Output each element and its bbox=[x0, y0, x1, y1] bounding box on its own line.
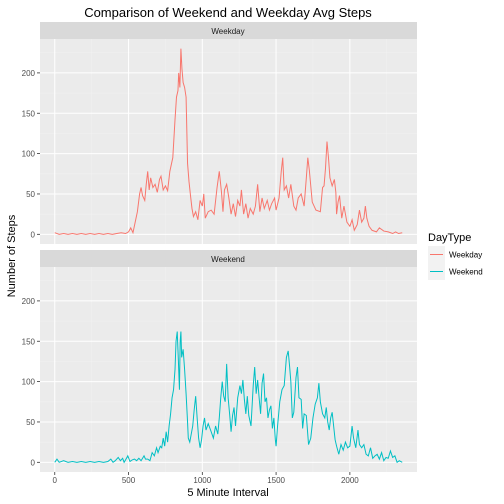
y-tick-label: 0 bbox=[31, 458, 36, 467]
legend-item-weekend: Weekend bbox=[428, 263, 483, 280]
chart-title: Comparison of Weekend and Weekday Avg St… bbox=[84, 5, 372, 20]
x-tick-label: 1000 bbox=[193, 476, 211, 485]
legend-label-weekday: Weekday bbox=[449, 251, 482, 260]
x-axis: 0 500 1000 1500 2000 bbox=[53, 472, 359, 485]
facet-panel-weekday: Weekday bbox=[40, 22, 417, 244]
strip-weekend-label: Weekend bbox=[211, 255, 245, 264]
y-tick-label: 100 bbox=[22, 378, 36, 387]
legend-title: DayType bbox=[428, 232, 471, 244]
weekend-series-line bbox=[54, 331, 403, 464]
x-tick-label: 500 bbox=[122, 476, 136, 485]
y-axis-weekend: 0 50 100 150 200 bbox=[22, 297, 40, 467]
strip-weekend-background bbox=[40, 250, 417, 267]
x-tick-label: 2000 bbox=[341, 476, 359, 485]
x-axis-title: 5 Minute Interval bbox=[187, 487, 268, 499]
weekday-series-line bbox=[54, 48, 403, 235]
y-axis-weekday: 0 50 100 150 200 bbox=[22, 69, 40, 239]
y-tick-label: 200 bbox=[22, 69, 36, 78]
panel-weekend-grid bbox=[40, 267, 417, 472]
y-tick-label: 50 bbox=[26, 190, 35, 199]
y-tick-label: 50 bbox=[26, 418, 35, 427]
y-tick-label: 150 bbox=[22, 337, 36, 346]
panel-weekday-grid bbox=[40, 39, 417, 244]
legend: DayType Weekday Weekend bbox=[428, 232, 483, 280]
y-tick-label: 150 bbox=[22, 109, 36, 118]
y-axis-title: Number of Steps bbox=[6, 214, 18, 297]
y-tick-label: 200 bbox=[22, 297, 36, 306]
x-tick-label: 1500 bbox=[267, 476, 285, 485]
facet-panel-weekend: Weekend bbox=[40, 250, 417, 472]
y-tick-label: 0 bbox=[31, 230, 36, 239]
strip-weekday-label: Weekday bbox=[211, 27, 244, 36]
y-tick-label: 100 bbox=[22, 150, 36, 159]
x-tick-label: 0 bbox=[53, 476, 58, 485]
strip-weekday-background bbox=[40, 22, 417, 39]
legend-label-weekend: Weekend bbox=[449, 268, 483, 277]
panel-weekend-background bbox=[40, 267, 417, 472]
legend-item-weekday: Weekday bbox=[428, 246, 482, 263]
